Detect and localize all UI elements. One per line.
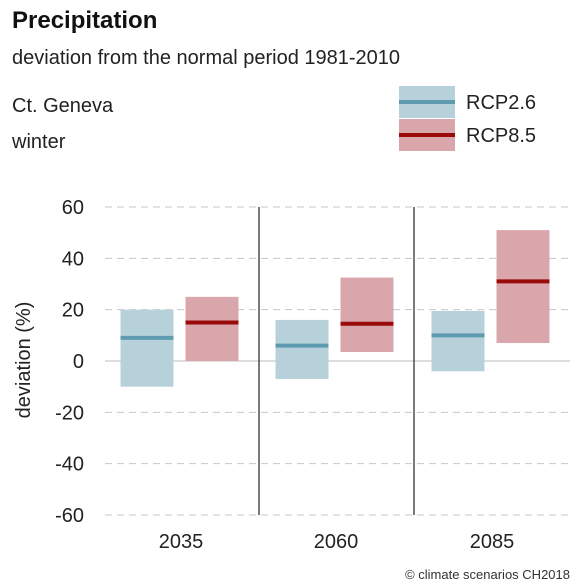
x-tick-label: 2035 xyxy=(159,531,204,553)
range-band-rcp85-2035 xyxy=(185,296,239,361)
season-label: winter xyxy=(11,131,66,153)
legend-label: RCP2.6 xyxy=(466,92,536,114)
range-band-rcp85-2085 xyxy=(496,230,550,344)
credit-text: © climate scenarios CH2018 xyxy=(405,567,570,582)
y-tick-label: -20 xyxy=(55,402,84,424)
region-label: Ct. Geneva xyxy=(12,95,114,117)
y-tick-label: -60 xyxy=(55,505,84,527)
y-tick-label: 60 xyxy=(62,197,84,219)
range-band-rcp26-2060 xyxy=(275,319,329,379)
y-axis-ticks: -60 -40 -20 0 20 40 60 xyxy=(55,197,84,527)
legend: RCP2.6 RCP8.5 xyxy=(399,86,536,151)
bands xyxy=(120,230,550,387)
chart-title: Precipitation xyxy=(12,7,157,34)
y-axis-label: deviation (%) xyxy=(13,302,35,419)
x-axis-ticks: 2035 2060 2085 xyxy=(159,531,515,553)
y-tick-label: 40 xyxy=(62,248,84,270)
range-band-rcp26-2085 xyxy=(431,310,485,372)
range-band-rcp85-2060 xyxy=(340,277,394,353)
period-separators xyxy=(258,207,415,515)
y-tick-label: -40 xyxy=(55,454,84,476)
y-tick-label: 0 xyxy=(73,351,84,373)
grid xyxy=(105,206,570,516)
legend-label: RCP8.5 xyxy=(466,125,536,147)
range-band-rcp26-2035 xyxy=(120,309,174,387)
chart-subtitle: deviation from the normal period 1981-20… xyxy=(12,47,400,69)
x-tick-label: 2060 xyxy=(314,531,359,553)
y-tick-label: 20 xyxy=(62,300,84,322)
x-tick-label: 2085 xyxy=(470,531,515,553)
